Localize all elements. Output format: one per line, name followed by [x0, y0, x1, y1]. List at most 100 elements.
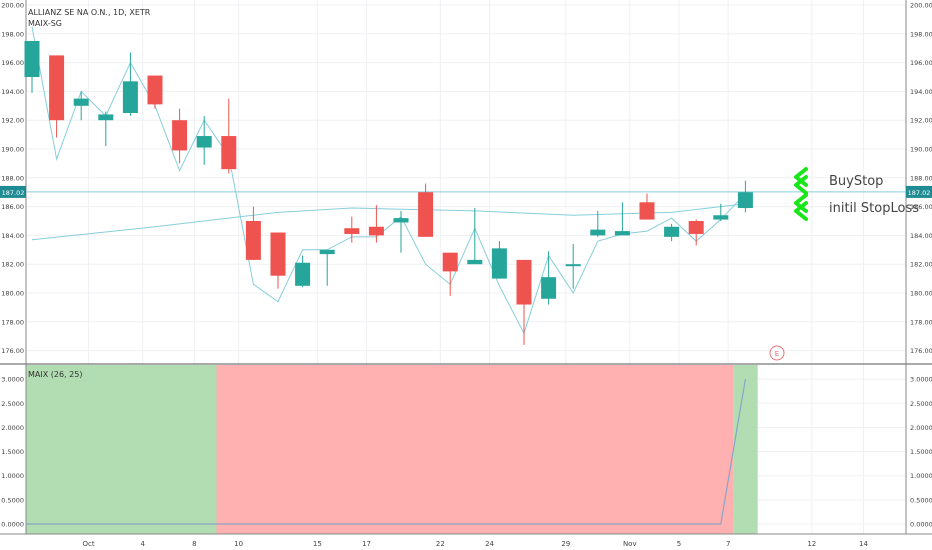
candle: [49, 55, 65, 138]
time-tick-label: 7: [726, 540, 730, 548]
candle: [442, 252, 458, 296]
candle: [368, 205, 384, 243]
indicator-tick-label-right: 1.5000: [910, 448, 932, 456]
time-tick-label: 24: [485, 540, 494, 548]
price-tick-label-left: 194.00: [1, 88, 24, 96]
indicator-tick-label-left: 0.0000: [1, 521, 24, 529]
candle-body: [49, 55, 65, 121]
candle: [467, 208, 483, 265]
candle: [688, 219, 704, 246]
candle-body: [565, 264, 581, 267]
moving-average-line: [31, 203, 746, 241]
candle-body: [368, 226, 384, 236]
price-tick-label-left: 178.00: [1, 318, 24, 326]
price-tick-label-right: 198.00: [910, 30, 932, 38]
candle-body: [737, 192, 753, 209]
lower-pane-title: MAIX (26, 25): [28, 370, 83, 379]
candle-body: [270, 232, 286, 276]
earnings-marker-icon: [769, 345, 785, 361]
last-price-badge-text: 187.02: [908, 189, 931, 197]
price-tick-label-right: 194.00: [910, 88, 932, 96]
candle: [270, 232, 286, 289]
candle-body: [196, 136, 212, 148]
time-tick-label: 8: [192, 540, 196, 548]
candle: [541, 251, 557, 305]
price-tick-label-left: 200.00: [1, 2, 24, 10]
indicator-tick-label-right: 0.5000: [910, 496, 932, 504]
indicator-tick-label-right: 2.0000: [910, 424, 932, 432]
candle: [565, 244, 581, 289]
candle-body: [147, 75, 163, 105]
candle: [98, 111, 114, 147]
price-tick-label-right: 192.00: [910, 117, 932, 125]
price-tick-label-right: 196.00: [910, 59, 932, 67]
candle: [516, 259, 532, 345]
candle-body: [295, 262, 311, 286]
candle: [664, 223, 680, 242]
candle-body: [467, 259, 483, 265]
symbol-title: ALLIANZ SE NA O.N., 1D, XETR: [28, 8, 151, 17]
candle: [393, 210, 409, 253]
candle: [418, 183, 434, 237]
candle-body: [713, 215, 729, 220]
candle: [172, 108, 188, 164]
time-tick-label: 12: [807, 540, 816, 548]
candle-body: [664, 226, 680, 237]
candle: [737, 180, 753, 213]
candle: [295, 255, 311, 288]
price-tick-label-right: 190.00: [910, 146, 932, 154]
candle-body: [98, 114, 114, 121]
indicator-band-green: [733, 365, 758, 534]
price-tick-label-left: 198.00: [1, 30, 24, 38]
time-tick-label: Oct: [83, 540, 95, 548]
candle: [344, 216, 360, 243]
price-tick-label-left: 184.00: [1, 232, 24, 240]
indicator-line: [26, 378, 746, 525]
candle: [590, 210, 606, 237]
price-tick-label-right: 188.00: [910, 174, 932, 182]
candle-body: [639, 202, 655, 220]
price-tick-label-right: 200.00: [910, 2, 932, 10]
price-tick-label-right: 186.00: [910, 203, 932, 211]
candle: [639, 193, 655, 220]
candle: [713, 203, 729, 221]
price-tick-label-left: 180.00: [1, 290, 24, 298]
price-tick-label-right: 184.00: [910, 232, 932, 240]
candle: [319, 249, 335, 286]
candle-body: [516, 259, 532, 305]
candle: [614, 202, 630, 236]
time-tick-label: 29: [561, 540, 570, 548]
indicator-tick-label-left: 1.5000: [1, 448, 24, 456]
buy-stop-annotation: BuyStop: [829, 174, 884, 189]
candle-body: [688, 221, 704, 234]
candle-body: [491, 248, 507, 279]
candle: [147, 75, 163, 109]
time-tick-label: 14: [859, 540, 868, 548]
price-tick-label-right: 178.00: [910, 318, 932, 326]
time-tick-label: 10: [234, 540, 243, 548]
candle-body: [418, 192, 434, 237]
indicator-tick-label-left: 1.0000: [1, 472, 24, 480]
candle-body: [24, 41, 40, 77]
time-tick-label: Nov: [623, 540, 637, 548]
indicator-tick-label-left: 3.0000: [1, 376, 24, 384]
candle-body: [245, 221, 261, 260]
buy-stop-arrow-icon: [794, 167, 808, 195]
price-tick-label-right: 176.00: [910, 347, 932, 355]
price-tick-label-left: 196.00: [1, 59, 24, 67]
candle-body: [541, 277, 557, 299]
indicator-tick-label-left: 0.5000: [1, 496, 24, 504]
candle-body: [319, 249, 335, 255]
indicator-label: MAIX-SG: [28, 19, 62, 28]
candle-body: [73, 98, 89, 106]
time-tick-label: 4: [140, 540, 145, 548]
earnings-marker-label: E: [775, 350, 779, 358]
price-tick-label-right: 182.00: [910, 261, 932, 269]
price-tick-label-left: 188.00: [1, 174, 24, 182]
last-price-badge: [0, 185, 26, 198]
candle: [245, 206, 261, 260]
indicator-tick-label-right: 0.0000: [910, 521, 932, 529]
price-tick-label-left: 176.00: [1, 347, 24, 355]
